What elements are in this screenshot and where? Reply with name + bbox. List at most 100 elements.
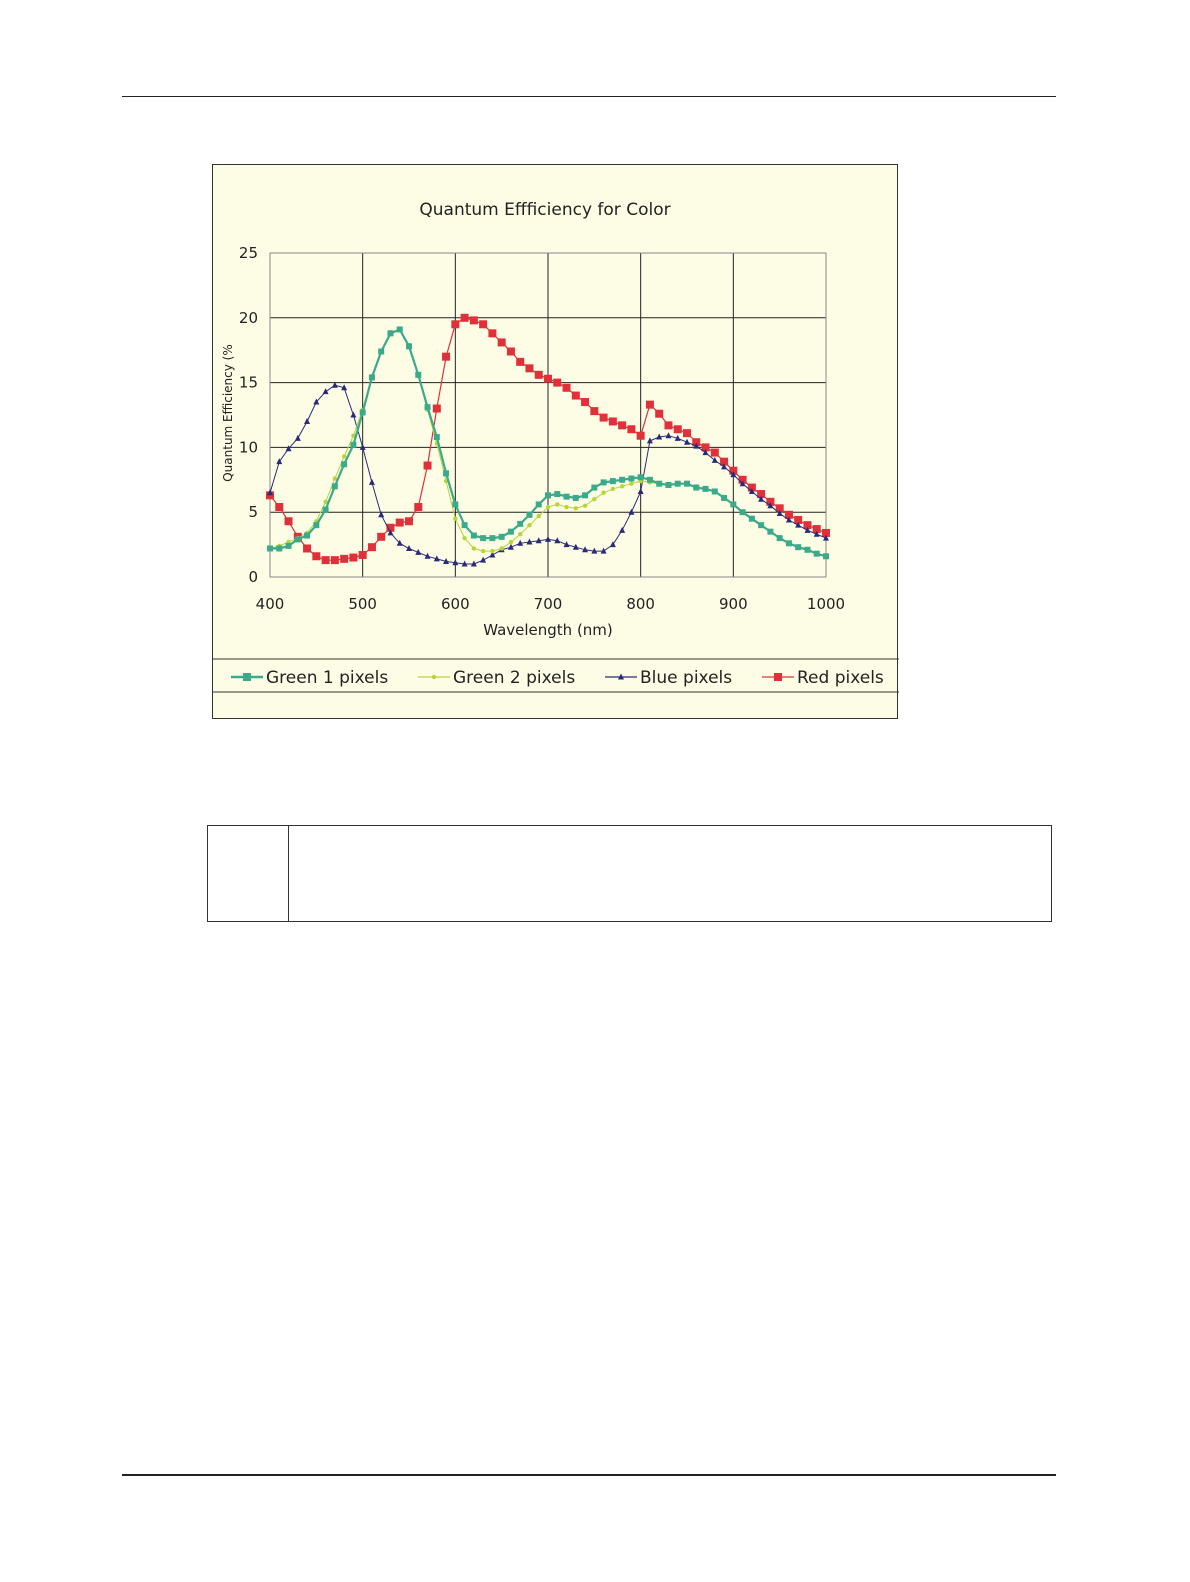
data-point	[730, 501, 737, 508]
data-point	[562, 383, 571, 392]
data-point	[462, 535, 467, 541]
y-tick-label: 20	[239, 309, 258, 327]
data-point	[304, 532, 311, 539]
data-point	[757, 490, 766, 499]
data-point	[387, 330, 394, 337]
data-point	[331, 483, 338, 490]
data-point	[646, 437, 653, 444]
data-point	[776, 535, 783, 542]
data-point	[629, 481, 634, 486]
data-point	[804, 526, 811, 533]
data-point	[294, 536, 301, 543]
data-point	[275, 503, 284, 512]
data-point	[266, 491, 274, 500]
data-point	[525, 364, 534, 373]
y-tick-label: 25	[239, 244, 258, 262]
data-point	[340, 554, 349, 563]
data-point	[619, 484, 625, 489]
data-point	[609, 541, 616, 548]
data-point	[674, 480, 681, 487]
data-point	[563, 541, 570, 548]
data-point	[544, 374, 552, 383]
data-point	[517, 539, 524, 546]
data-point	[424, 404, 431, 411]
data-point	[591, 547, 598, 554]
data-point	[285, 542, 292, 549]
data-point	[322, 506, 329, 513]
data-point	[452, 559, 459, 566]
x-tick-label: 800	[626, 595, 655, 613]
data-point	[341, 454, 347, 459]
data-point	[433, 434, 440, 441]
data-point	[460, 313, 469, 322]
legend: Green 1 pixels Green 2 pixels Blue pixels R…	[231, 668, 884, 688]
data-point	[711, 456, 718, 463]
data-point	[368, 374, 375, 381]
data-point	[701, 443, 710, 452]
data-point	[349, 553, 358, 562]
data-point	[461, 522, 468, 529]
data-point	[692, 438, 701, 447]
y-axis-label: Quantum Efficiency (%	[221, 344, 235, 482]
data-point	[582, 492, 589, 499]
data-point	[526, 538, 533, 545]
data-point	[554, 491, 561, 498]
data-point	[693, 442, 700, 449]
legend-marker	[774, 673, 782, 681]
header-rule	[122, 96, 1056, 97]
footer-rule	[122, 1474, 1056, 1476]
y-tick-label: 0	[248, 568, 258, 586]
legend-marker	[243, 673, 251, 681]
data-point	[489, 535, 496, 542]
data-point	[573, 506, 578, 511]
data-point	[276, 545, 283, 552]
y-tick-label: 15	[239, 374, 258, 392]
data-point	[415, 548, 422, 555]
data-point	[785, 516, 792, 523]
legend-item: Red pixels	[762, 668, 884, 688]
data-point	[628, 508, 635, 515]
legend-item: Green 2 pixels	[418, 668, 575, 688]
data-point	[748, 487, 755, 494]
data-point	[508, 539, 514, 545]
data-point	[673, 425, 682, 434]
series-group	[266, 313, 830, 567]
data-point	[285, 445, 292, 452]
legend-label: Green 2 pixels	[453, 668, 575, 688]
data-point	[499, 546, 504, 551]
y-tick-label: 5	[248, 503, 258, 521]
x-tick-label: 600	[441, 595, 470, 613]
data-point	[823, 553, 829, 560]
data-point	[599, 413, 608, 422]
data-point	[656, 480, 663, 487]
data-point	[284, 517, 293, 526]
data-point	[341, 461, 348, 468]
data-point	[313, 398, 320, 405]
data-point	[582, 503, 588, 508]
data-point	[490, 548, 495, 554]
data-point	[469, 316, 478, 325]
data-point	[312, 552, 321, 561]
data-point	[341, 384, 348, 391]
data-point	[378, 348, 385, 355]
data-point	[516, 357, 525, 366]
series-red-pixels	[266, 313, 830, 565]
data-point	[795, 521, 802, 528]
data-point	[812, 525, 821, 534]
data-point	[794, 515, 803, 524]
data-point	[784, 510, 793, 519]
data-point	[813, 530, 820, 537]
data-point	[350, 441, 357, 448]
data-point	[294, 434, 301, 441]
legend-marker	[618, 673, 624, 680]
data-point	[545, 535, 551, 542]
legend-label: Green 1 pixels	[266, 668, 388, 688]
data-point	[330, 556, 339, 565]
data-point	[572, 543, 579, 550]
y-tick-label: 10	[239, 438, 258, 456]
data-point	[748, 515, 755, 522]
data-point	[535, 537, 542, 544]
data-point	[322, 388, 329, 395]
data-point	[451, 320, 460, 329]
data-point	[534, 370, 543, 379]
